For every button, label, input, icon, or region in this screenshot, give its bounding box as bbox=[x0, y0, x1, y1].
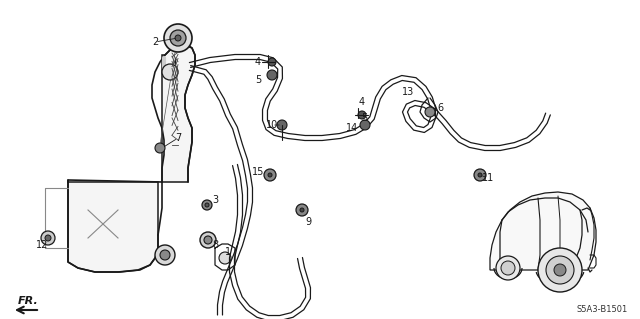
Circle shape bbox=[160, 250, 170, 260]
Text: 15: 15 bbox=[252, 167, 264, 177]
Circle shape bbox=[219, 252, 231, 264]
Circle shape bbox=[300, 208, 304, 212]
Circle shape bbox=[155, 143, 165, 153]
Polygon shape bbox=[68, 180, 158, 272]
Text: 4: 4 bbox=[255, 57, 261, 67]
Circle shape bbox=[478, 173, 482, 177]
Text: 5: 5 bbox=[361, 113, 367, 123]
Circle shape bbox=[538, 248, 582, 292]
Circle shape bbox=[204, 236, 212, 244]
Text: 13: 13 bbox=[402, 87, 414, 97]
Text: 3: 3 bbox=[212, 195, 218, 205]
Circle shape bbox=[546, 256, 574, 284]
Text: 6: 6 bbox=[437, 103, 443, 113]
Text: 2: 2 bbox=[152, 37, 158, 47]
Circle shape bbox=[200, 232, 216, 248]
Circle shape bbox=[268, 173, 272, 177]
Circle shape bbox=[205, 203, 209, 207]
Text: FR.: FR. bbox=[18, 296, 38, 306]
Circle shape bbox=[268, 58, 276, 66]
Polygon shape bbox=[162, 45, 195, 182]
Text: 5: 5 bbox=[255, 75, 261, 85]
Circle shape bbox=[155, 245, 175, 265]
Circle shape bbox=[554, 264, 566, 276]
Circle shape bbox=[164, 24, 192, 52]
Circle shape bbox=[41, 231, 55, 245]
Text: 12: 12 bbox=[36, 240, 48, 250]
Text: 9: 9 bbox=[305, 217, 311, 227]
Circle shape bbox=[425, 107, 435, 117]
Polygon shape bbox=[490, 192, 596, 270]
Text: 8: 8 bbox=[212, 240, 218, 250]
Text: 10: 10 bbox=[266, 120, 278, 130]
Circle shape bbox=[175, 35, 181, 41]
Text: 1: 1 bbox=[225, 247, 231, 257]
Circle shape bbox=[277, 120, 287, 130]
Circle shape bbox=[474, 169, 486, 181]
Circle shape bbox=[170, 30, 186, 46]
Circle shape bbox=[264, 169, 276, 181]
Circle shape bbox=[358, 111, 366, 119]
Circle shape bbox=[45, 235, 51, 241]
Circle shape bbox=[162, 64, 178, 80]
Circle shape bbox=[296, 204, 308, 216]
Text: 11: 11 bbox=[482, 173, 494, 183]
Text: 14: 14 bbox=[346, 123, 358, 133]
Circle shape bbox=[360, 120, 370, 130]
Text: 7: 7 bbox=[175, 133, 181, 143]
Text: S5A3-B1501: S5A3-B1501 bbox=[577, 305, 628, 314]
Circle shape bbox=[501, 261, 515, 275]
Circle shape bbox=[267, 70, 277, 80]
Circle shape bbox=[496, 256, 520, 280]
Text: 4: 4 bbox=[359, 97, 365, 107]
Circle shape bbox=[202, 200, 212, 210]
